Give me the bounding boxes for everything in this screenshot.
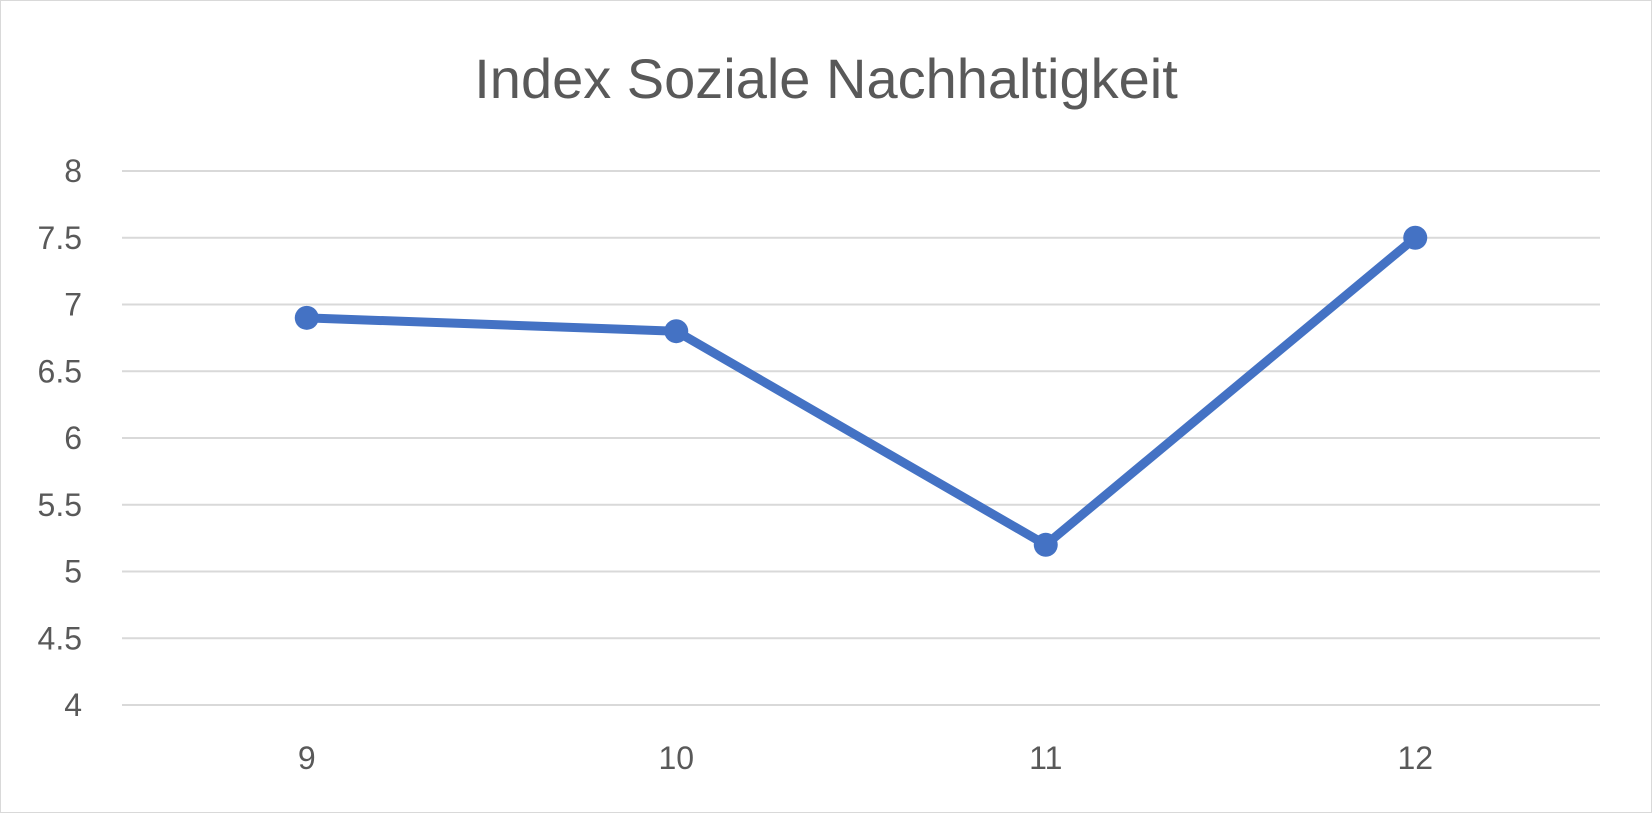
- x-tick-label: 12: [1397, 740, 1433, 776]
- y-axis-tick-labels: 4 4.5 5 5.5 6 6.5 7 7.5 8: [38, 153, 82, 723]
- series-layer: [294, 225, 1428, 557]
- y-tick-label: 7.5: [38, 220, 82, 256]
- y-tick-label: 6.5: [38, 353, 82, 389]
- x-tick-label: 9: [298, 740, 316, 776]
- y-tick-label: 5: [64, 554, 82, 590]
- y-tick-label: 8: [64, 153, 82, 189]
- data-point: [1033, 532, 1058, 557]
- x-axis-tick-labels: 9 10 11 12: [298, 740, 1433, 776]
- gridlines: [122, 170, 1600, 706]
- series-line: [302, 233, 1420, 550]
- data-point: [1403, 225, 1428, 250]
- data-point: [664, 319, 689, 344]
- y-tick-label: 4.5: [38, 620, 82, 656]
- data-point: [294, 305, 319, 330]
- chart-title: Index Soziale Nachhaltigkeit: [474, 47, 1178, 110]
- x-tick-label: 11: [1029, 740, 1062, 776]
- y-tick-label: 4: [64, 687, 82, 723]
- y-tick-label: 5.5: [38, 487, 82, 523]
- y-tick-label: 7: [64, 287, 82, 323]
- x-tick-label: 10: [658, 740, 694, 776]
- y-tick-label: 6: [64, 420, 82, 456]
